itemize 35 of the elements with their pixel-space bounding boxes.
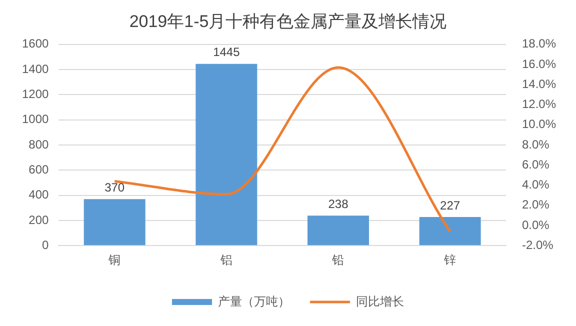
y2-tick-label: 16.0% — [522, 56, 556, 71]
data-label: 1445 — [213, 45, 240, 60]
legend-label: 同比增长 — [356, 294, 404, 308]
y-tick-label: 400 — [28, 188, 50, 202]
y-tick-label: 0 — [42, 238, 50, 252]
y-tick-label: 1000 — [22, 112, 50, 126]
bar — [307, 216, 369, 246]
y2-tick-label: 0.0% — [522, 218, 550, 232]
data-label: 370 — [104, 180, 125, 194]
legend-label: 产量（万吨） — [218, 294, 290, 308]
y-tick-label: 1600 — [22, 36, 50, 51]
y-tick-label: 600 — [28, 162, 50, 176]
x-tick-label: 铅 — [331, 253, 344, 268]
y2-tick-label: 14.0% — [522, 76, 556, 91]
bar — [419, 217, 481, 246]
x-tick-label: 锌 — [443, 253, 456, 268]
y-tick-label: 200 — [28, 212, 50, 227]
y2-tick-label: 2.0% — [522, 198, 550, 212]
bar — [84, 199, 146, 246]
y2-tick-label: 4.0% — [522, 178, 550, 192]
y-tick-label: 1200 — [22, 87, 50, 102]
y-tick-label: 1400 — [22, 62, 50, 76]
y2-tick-label: 8.0% — [522, 137, 550, 152]
y2-tick-label: 12.0% — [522, 97, 556, 112]
data-label: 238 — [328, 196, 349, 211]
y2-tick-label: 10.0% — [522, 117, 556, 132]
bar — [196, 64, 258, 246]
x-tick-label: 铜 — [108, 253, 121, 268]
y2-tick-label: -2.0% — [522, 238, 554, 252]
chart-title: 2019年1-5月十种有色金属产量及增长情况 — [129, 12, 447, 31]
y-tick-label: 800 — [28, 137, 50, 152]
y2-tick-label: 18.0% — [522, 36, 556, 51]
x-tick-label: 铝 — [219, 253, 232, 268]
data-label: 227 — [440, 198, 460, 212]
y2-tick-label: 6.0% — [522, 157, 550, 172]
